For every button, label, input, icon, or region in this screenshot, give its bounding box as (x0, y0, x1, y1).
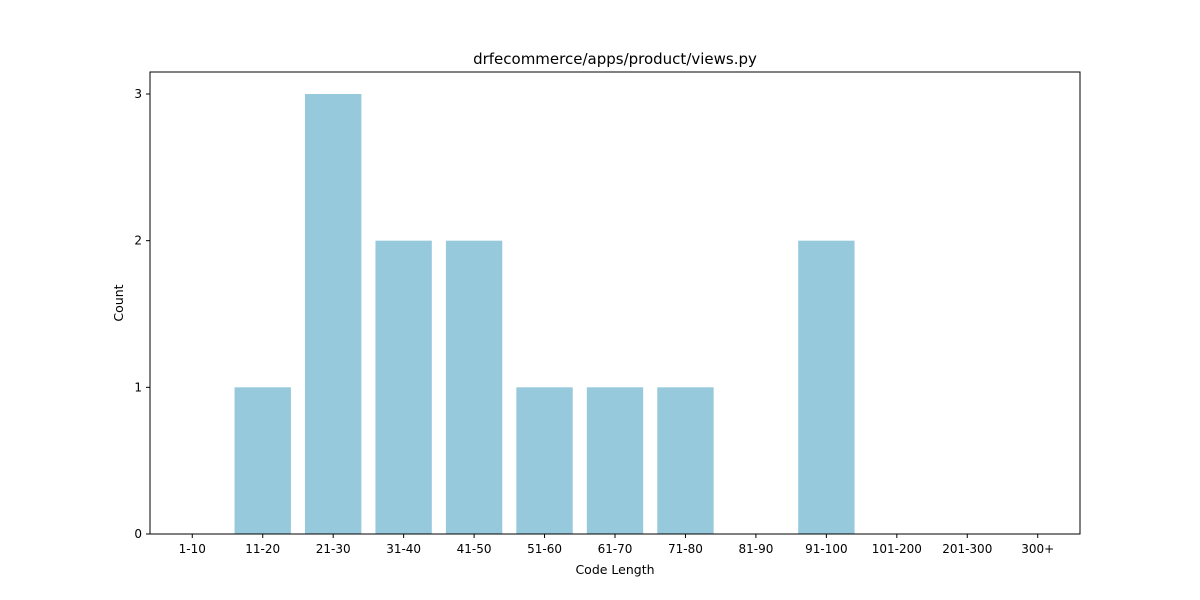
y-tick-label: 3 (134, 87, 142, 101)
bar-71-80 (657, 387, 714, 534)
x-tick-label: 101-200 (872, 542, 922, 556)
y-axis-ticks: 0 1 2 3 (134, 87, 150, 541)
x-tick-label: 21-30 (316, 542, 351, 556)
bar-31-40 (375, 240, 432, 534)
y-tick-label: 1 (134, 380, 142, 394)
bar-61-70 (586, 387, 644, 534)
x-tick-label: 31-40 (386, 542, 421, 556)
x-tick-label: 300+ (1021, 542, 1054, 556)
chart-title: drfecommerce/apps/product/views.py (473, 50, 757, 68)
x-tick-label: 51-60 (527, 542, 562, 556)
x-tick-label: 81-90 (738, 542, 773, 556)
bar-51-60 (516, 387, 573, 534)
x-axis-label: Code Length (575, 562, 654, 577)
x-tick-label: 1-10 (179, 542, 206, 556)
y-tick-label: 0 (134, 527, 142, 541)
x-tick-label: 11-20 (245, 542, 280, 556)
x-tick-label: 61-70 (598, 542, 633, 556)
bar-41-50 (445, 240, 503, 534)
bar-91-100 (798, 240, 855, 534)
bar-21-30 (305, 94, 362, 534)
x-tick-label: 91-100 (805, 542, 848, 556)
bar-11-20 (234, 387, 291, 534)
y-axis-label: Count (111, 284, 126, 321)
bars-group (234, 94, 855, 534)
y-tick-label: 2 (134, 234, 142, 248)
x-tick-label: 201-300 (942, 542, 992, 556)
x-axis-ticks: 1-10 11-20 21-30 31-40 41-50 51-60 61-70 71-80 8… (179, 534, 1054, 556)
x-tick-label: 71-80 (668, 542, 703, 556)
x-tick-label: 41-50 (457, 542, 492, 556)
